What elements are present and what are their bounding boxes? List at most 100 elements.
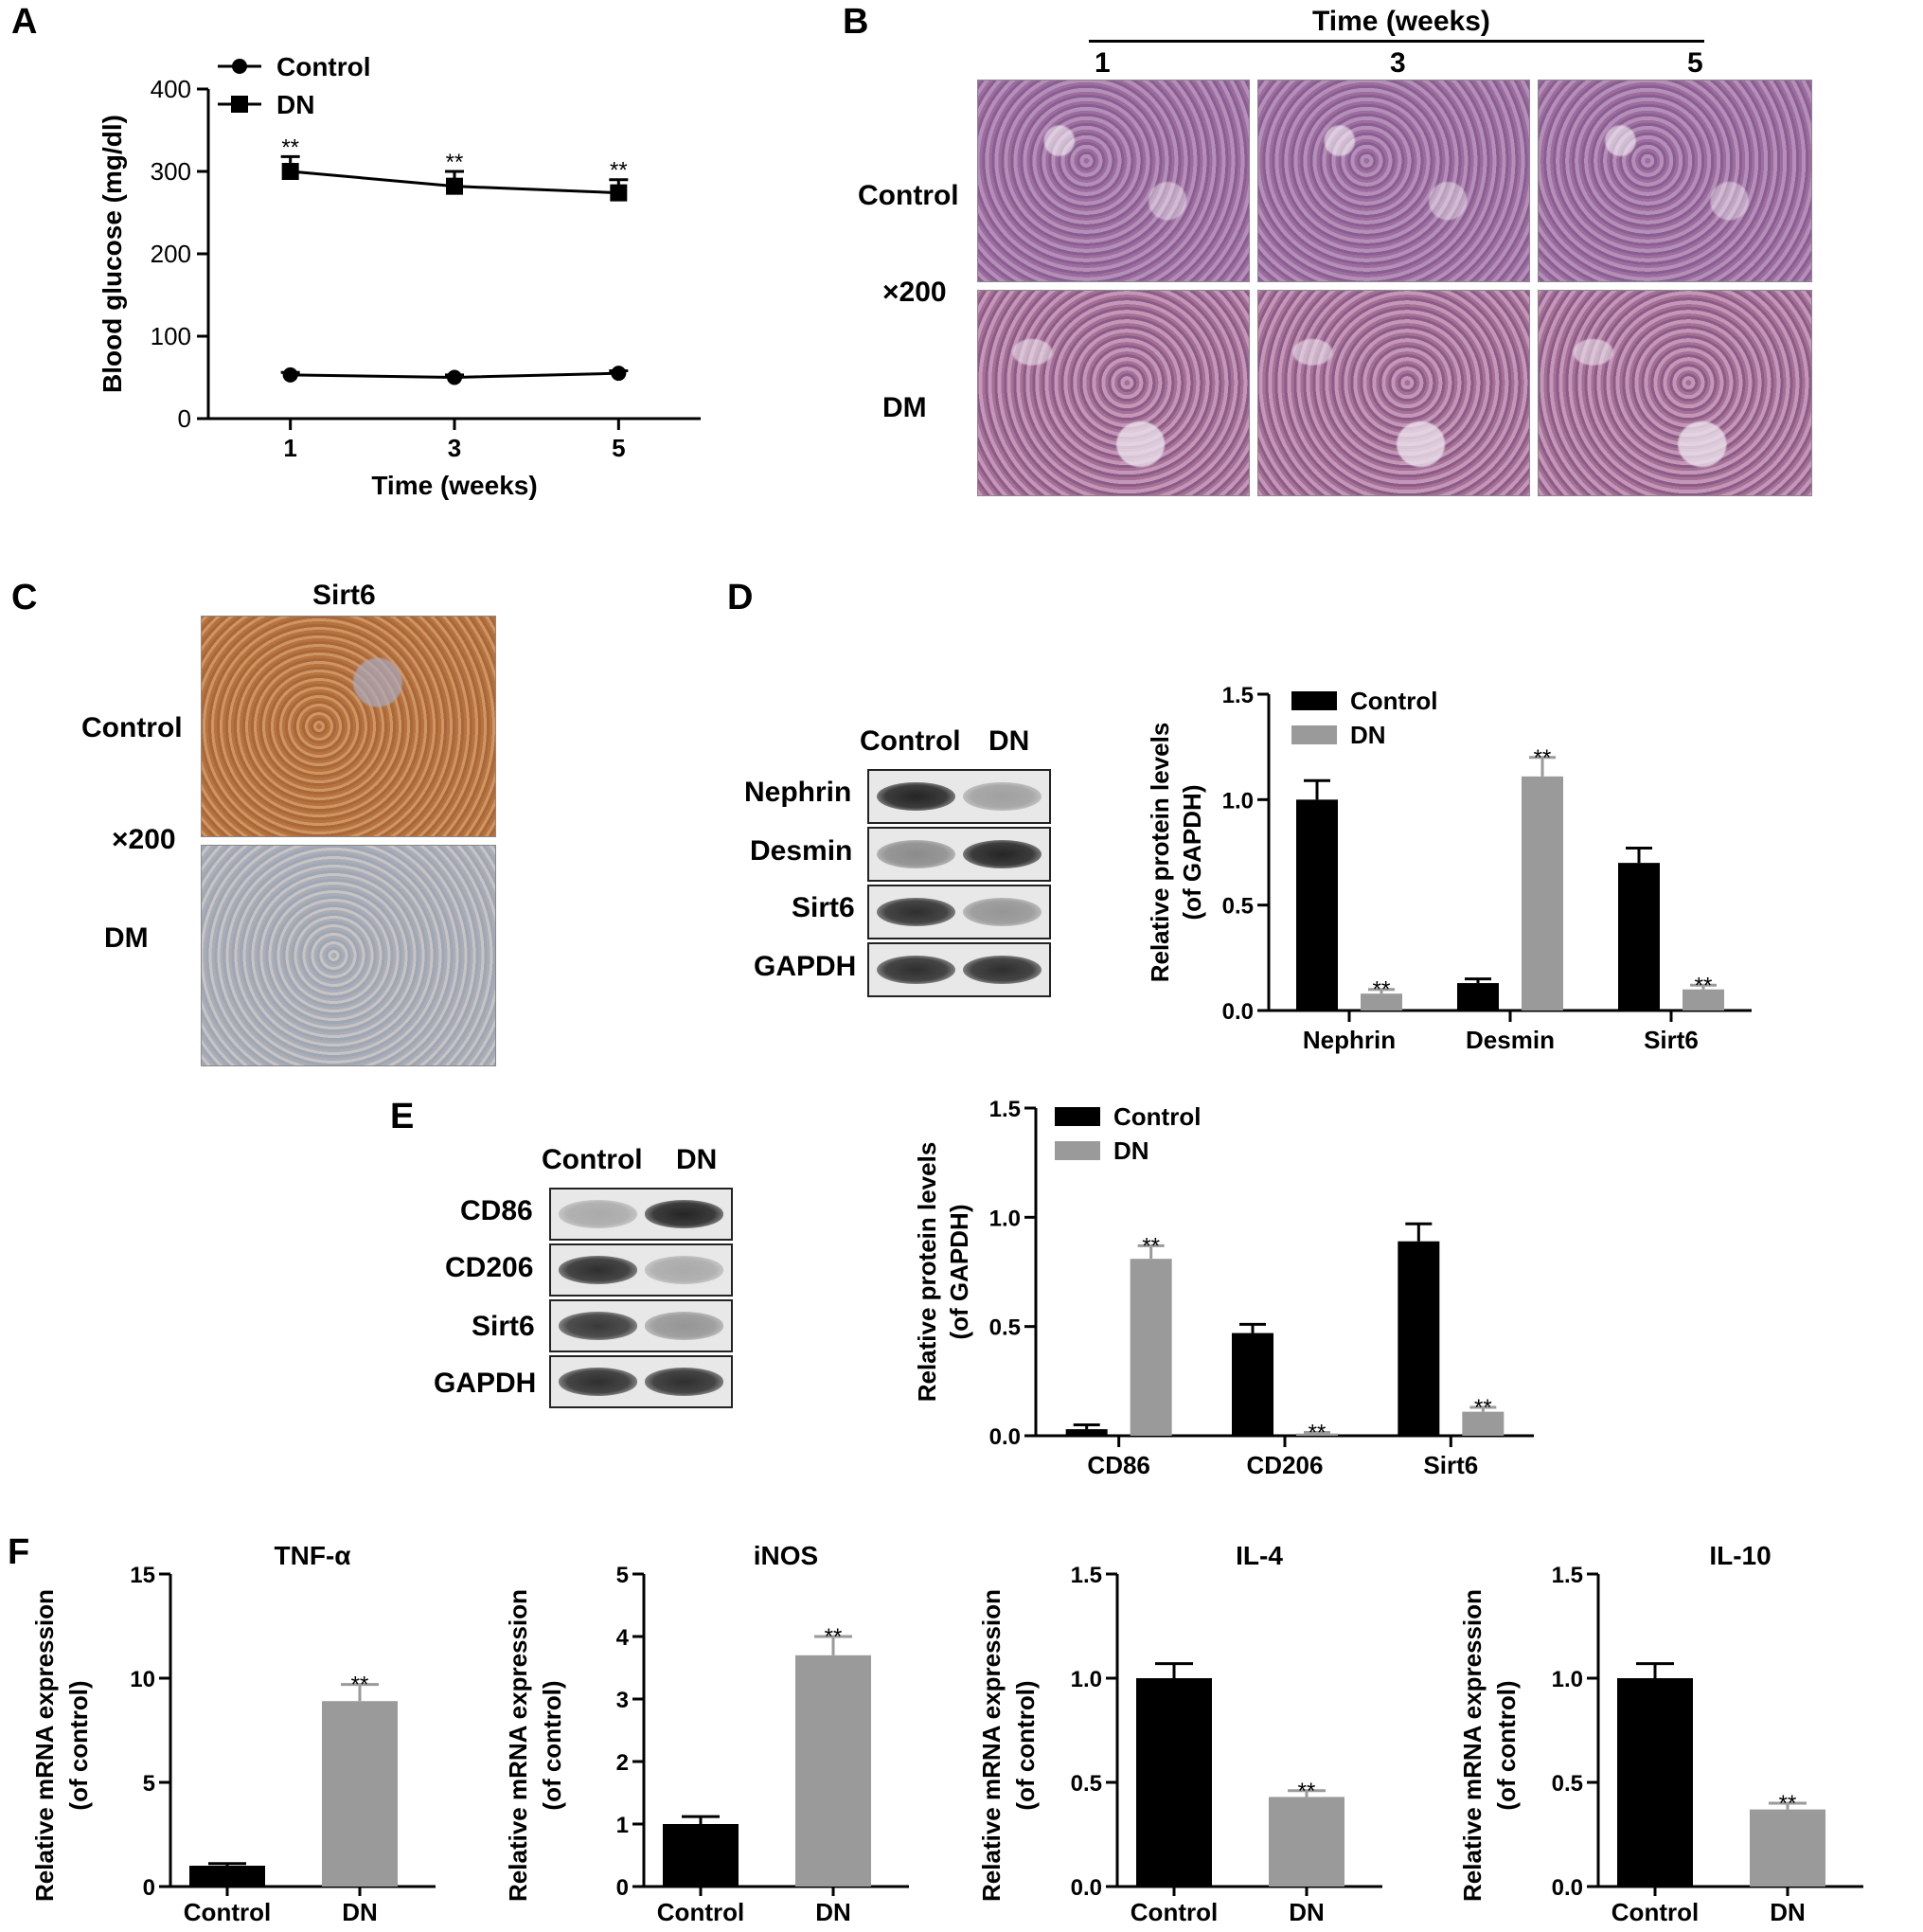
significance-mark-dn: ** (351, 1673, 369, 1698)
legend-label-control: Control (1113, 1102, 1201, 1131)
panel-letter-f: F (8, 1532, 30, 1572)
bar-dn-nephrin (1361, 993, 1402, 1011)
y-tick-label-1: 100 (151, 322, 191, 350)
y-tick-label-3: 1.5 (1071, 1563, 1102, 1588)
significance-mark-dn-sirt6: ** (1474, 1395, 1492, 1421)
blot-band-sirt6-control (876, 897, 956, 927)
blot-strip-cd86 (549, 1188, 733, 1241)
panel-letter-a: A (11, 2, 38, 42)
y-axis-title-line1: Relative protein levels (1146, 723, 1174, 983)
significance-mark-dn-2: ** (610, 158, 628, 184)
data-point-dn-2 (610, 184, 628, 202)
x-tick-label-1: 3 (448, 434, 461, 462)
ihc-title: Sirt6 (312, 580, 376, 611)
chart-title: TNF-α (275, 1544, 351, 1570)
significance-mark-dn-cd86: ** (1142, 1233, 1160, 1259)
chart-title: IL-4 (1236, 1544, 1283, 1570)
x-tick-label-sirt6: Sirt6 (1423, 1451, 1478, 1479)
blot-strip-sirt6 (549, 1299, 733, 1352)
blot-strip-gapdh (549, 1355, 733, 1408)
x-tick-label-dn: DN (1289, 1898, 1325, 1926)
y-tick-label-3: 15 (130, 1563, 155, 1588)
x-tick-label-nephrin: Nephrin (1303, 1026, 1396, 1054)
y-tick-label-1: 0.5 (1552, 1771, 1583, 1797)
blot-e-label-cd86: CD86 (460, 1195, 533, 1226)
ihc-image-dm (201, 845, 496, 1066)
legend-swatch-control (1055, 1107, 1100, 1126)
x-tick-label-control: Control (184, 1898, 271, 1926)
y-tick-label-0: 0 (178, 404, 191, 433)
legend-swatch-dn (1055, 1141, 1100, 1160)
bar-dn (1750, 1809, 1825, 1887)
y-tick-label-1: 0.5 (1222, 894, 1254, 920)
bar-dn (1269, 1797, 1344, 1887)
y-tick-label-3: 1.5 (1222, 683, 1254, 708)
x-tick-label-control: Control (1611, 1898, 1699, 1926)
legend-label-control: Control (276, 52, 371, 81)
y-tick-label-2: 1.0 (989, 1206, 1021, 1231)
bar-control (1136, 1678, 1212, 1887)
legend-swatch-dn (1291, 725, 1337, 744)
y-axis-title-line2: (of control) (1011, 1680, 1040, 1810)
x-tick-label-dn: DN (815, 1898, 851, 1926)
blot-e-lane-dn: DN (676, 1144, 718, 1175)
blot-band-desmin-dn (962, 839, 1042, 869)
x-tick-label-dn: DN (342, 1898, 378, 1926)
y-axis-title-line2: (of control) (538, 1680, 566, 1810)
blot-e-lane-control: Control (542, 1144, 643, 1175)
bar-dn-sirt6 (1462, 1411, 1505, 1436)
y-tick-label-0: 0.0 (1071, 1875, 1102, 1901)
chart-title: IL-10 (1709, 1544, 1771, 1570)
x-tick-label-0: 1 (283, 434, 296, 462)
row-label-control: Control (858, 180, 959, 211)
magnification-label: ×200 (882, 277, 947, 308)
micrograph-dm-week5 (1538, 290, 1812, 496)
y-tick-label-3: 300 (151, 157, 191, 186)
bar-control (1617, 1678, 1693, 1887)
y-tick-label-2: 10 (130, 1667, 155, 1692)
y-tick-label-0: 0.0 (989, 1424, 1021, 1450)
x-tick-label-desmin: Desmin (1466, 1026, 1555, 1054)
y-tick-label-0: 0.0 (1222, 999, 1254, 1025)
row-label-dm: DM (882, 392, 927, 423)
blot-band-cd86-control (558, 1200, 638, 1228)
micrograph-dm-week1 (977, 290, 1250, 496)
x-tick-label-sirt6: Sirt6 (1644, 1026, 1699, 1054)
micrograph-control-week1 (977, 80, 1250, 282)
blot-e-label-sirt6: Sirt6 (472, 1311, 535, 1342)
y-axis-title-line1: Relative mRNA expression (1458, 1589, 1487, 1902)
panel-letter-b: B (843, 2, 869, 42)
blot-strip-desmin (867, 827, 1051, 882)
y-axis-title-line1: Relative mRNA expression (977, 1589, 1006, 1902)
bar-dn-desmin (1522, 776, 1563, 1011)
ihc-image-control (201, 616, 496, 837)
x-tick-label-cd86: CD86 (1087, 1451, 1149, 1479)
blot-e-label-cd206: CD206 (445, 1252, 534, 1283)
significance-mark-dn-nephrin: ** (1373, 977, 1391, 1003)
bar-control-cd206 (1232, 1333, 1273, 1436)
time-weeks-header: Time (weeks) (1312, 6, 1490, 37)
chart-f-il-10: IL-10 0.0 0.5 1.0 1.5 Relative mRNA expressio… (1458, 1544, 1863, 1926)
x-axis-title: Time (weeks) (371, 471, 537, 500)
x-tick-label-2: 5 (612, 434, 625, 462)
panel-letter-c: C (11, 578, 38, 617)
legend-label-dn: DN (276, 90, 314, 119)
legend-label-dn: DN (1113, 1136, 1149, 1165)
blot-d-label-nephrin: Nephrin (744, 777, 852, 808)
column-label-5: 5 (1687, 47, 1703, 79)
significance-mark-dn: ** (1779, 1791, 1797, 1816)
blot-strip-cd206 (549, 1243, 733, 1297)
significance-mark-dn-1: ** (446, 150, 464, 175)
x-tick-label-control: Control (1131, 1898, 1218, 1926)
blot-d-label-sirt6: Sirt6 (792, 892, 855, 923)
data-point-control-0 (282, 367, 298, 383)
legend-marker-dn (231, 96, 248, 113)
bar-dn-cd206 (1296, 1433, 1338, 1436)
bar-control-cd86 (1065, 1429, 1108, 1436)
blot-strip-nephrin (867, 769, 1051, 824)
y-tick-label-0: 0.0 (1552, 1875, 1583, 1901)
y-tick-label-2: 1.0 (1222, 788, 1254, 814)
y-axis-title-line2: (of control) (64, 1680, 93, 1810)
micrograph-control-week5 (1538, 80, 1812, 282)
blot-band-nephrin-control (876, 781, 956, 812)
